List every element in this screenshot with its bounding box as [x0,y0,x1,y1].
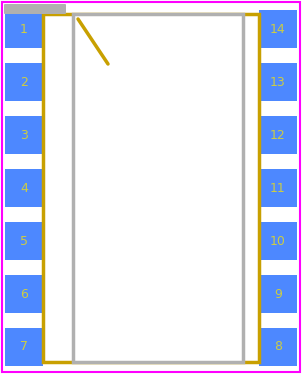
Text: 2: 2 [20,76,28,89]
Bar [43,14,259,362]
Text: 8: 8 [274,340,282,353]
Bar [259,275,297,313]
Bar [259,116,297,154]
Bar [259,63,297,101]
FancyBboxPatch shape [4,4,66,14]
Text: 12: 12 [270,129,286,141]
Bar [259,222,297,260]
Bar [5,275,43,313]
Text: 10: 10 [270,234,286,248]
Text: 6: 6 [20,288,28,300]
Bar [5,169,43,207]
Bar [259,10,297,48]
Bar [5,10,43,48]
Text: 9: 9 [274,288,282,300]
Text: 14: 14 [270,22,286,36]
Bar [259,328,297,366]
Text: 4: 4 [20,181,28,194]
Bar [5,63,43,101]
Bar [259,169,297,207]
Text: 7: 7 [20,340,28,353]
Text: 13: 13 [270,76,286,89]
Bar [5,116,43,154]
Bar [5,328,43,366]
Text: 3: 3 [20,129,28,141]
Text: 11: 11 [270,181,286,194]
Text: 1: 1 [20,22,28,36]
Text: 5: 5 [20,234,28,248]
Bar [73,14,243,362]
Bar [5,222,43,260]
